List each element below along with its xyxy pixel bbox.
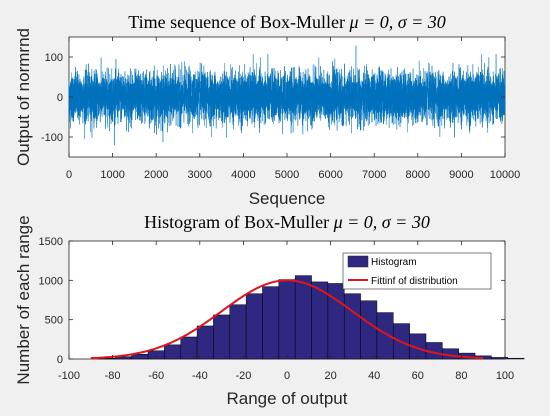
histogram-y-label: Number of each range [14,215,33,384]
histogram-y-ticks: 0 500 1000 1500 [39,236,505,366]
x-tick-label: 100 [496,370,514,382]
histogram-bar [196,325,214,360]
x-tick-label: 4000 [231,169,255,181]
legend: Histogram Fittinf of distribution [342,252,492,290]
y-tick-label: 1500 [39,236,63,248]
y-tick-label: 500 [45,315,63,327]
x-tick-label: 8000 [406,169,430,181]
x-tick-label: 2000 [144,169,168,181]
y-tick-label: 0 [57,354,63,366]
x-tick-label: 10000 [490,169,521,181]
histogram-bar [507,357,525,360]
y-tick-label: -100 [41,132,63,144]
legend-histogram-label: Histogram [371,257,417,268]
time-sequence-title: Time sequence of Box-Muller μ = 0, σ = 3… [128,12,446,32]
y-tick-label: 1000 [39,275,63,287]
x-tick-label: -20 [235,370,251,382]
time-sequence-plot: Time sequence of Box-Muller μ = 0, σ = 3… [14,12,520,208]
x-tick-label: 6000 [318,169,342,181]
histogram-bar [294,275,312,360]
x-tick-label: -80 [105,370,121,382]
histogram-bar [262,286,280,360]
time-sequence-y-ticks: -100 0 100 [41,52,505,144]
x-tick-label: 5000 [275,169,299,181]
histogram-bar [213,314,231,360]
y-tick-label: 0 [57,92,63,104]
signal-line [68,45,506,146]
histogram-bar [343,293,361,360]
histogram-title: Histogram of Box-Muller μ = 0, σ = 30 [144,212,430,232]
fit-curve [90,279,484,360]
histogram-x-ticks: -100 -80 -60 -40 -20 0 20 40 60 80 100 [58,241,514,382]
x-tick-label: 7000 [362,169,386,181]
y-tick-label: 100 [45,52,63,64]
x-tick-label: 80 [455,370,467,382]
time-sequence-x-label: Sequence [249,189,326,208]
histogram-bar [229,304,247,360]
histogram-bar [245,293,263,360]
histogram-bar [278,279,296,360]
fit-line [90,279,484,360]
histogram-bar [360,300,378,360]
x-tick-label: 1000 [100,169,124,181]
histogram-bar [131,354,149,360]
x-tick-label: -60 [148,370,164,382]
x-tick-label: 0 [284,370,290,382]
x-tick-label: 9000 [449,169,473,181]
time-sequence-y-label: Output of normrnd [14,28,33,166]
x-tick-label: 20 [324,370,336,382]
legend-fit-label: Fittinf of distribution [371,276,458,287]
legend-histogram-swatch [347,255,369,268]
x-tick-label: 0 [66,169,72,181]
x-tick-label: 60 [412,370,424,382]
x-tick-label: -100 [58,370,80,382]
histogram-bar [164,344,181,360]
x-tick-label: 3000 [188,169,212,181]
time-sequence-signal [68,45,506,146]
x-tick-label: 40 [368,370,380,382]
histogram-x-label: Range of output [227,389,348,408]
x-tick-label: -40 [192,370,208,382]
histogram-plot: Histogram of Box-Muller μ = 0, σ = 30 -1… [14,212,525,408]
histogram-bar [180,336,198,360]
time-sequence-x-ticks: 0 1000 2000 3000 4000 5000 6000 7000 8000 9000 100… [66,37,520,181]
